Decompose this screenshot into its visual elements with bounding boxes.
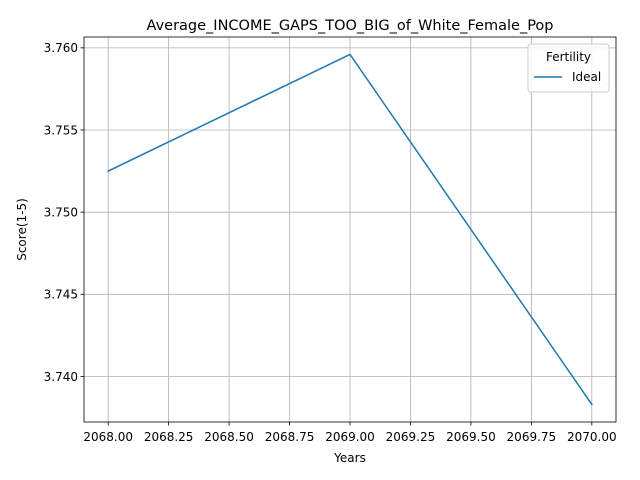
series-layer xyxy=(107,53,593,406)
chart-title: Average_INCOME_GAPS_TOO_BIG_of_White_Fem… xyxy=(147,18,554,34)
x-tick-label: 2068.00 xyxy=(83,430,133,444)
x-tick-label: 2068.75 xyxy=(265,430,315,444)
y-axis-label: Score(1-5) xyxy=(15,198,29,261)
y-tick-label: 3.745 xyxy=(44,288,78,302)
y-tick-label: 3.740 xyxy=(44,370,78,384)
legend-box xyxy=(527,43,610,93)
x-axis-label: Years xyxy=(333,451,366,465)
x-tick-label: 2068.25 xyxy=(144,430,194,444)
legend-label-ideal: Ideal xyxy=(572,70,601,84)
x-axis: 2068.00 2068.25 2068.50 2068.75 2069.00 2069.… xyxy=(83,422,617,444)
x-tick-label: 2069.25 xyxy=(386,430,436,444)
y-axis: 3.740 3.745 3.750 3.755 3.760 xyxy=(44,41,84,384)
legend-title: Fertility xyxy=(546,50,591,64)
y-tick-label: 3.760 xyxy=(44,41,78,55)
y-tick-label: 3.750 xyxy=(44,205,78,219)
legend: Fertility Ideal xyxy=(527,43,610,93)
x-tick-label: 2069.00 xyxy=(325,430,375,444)
x-tick-label: 2068.50 xyxy=(204,430,254,444)
x-tick-label: 2069.75 xyxy=(507,430,557,444)
x-tick-label: 2070.00 xyxy=(567,430,617,444)
y-tick-label: 3.755 xyxy=(44,123,78,137)
x-tick-label: 2069.50 xyxy=(446,430,496,444)
